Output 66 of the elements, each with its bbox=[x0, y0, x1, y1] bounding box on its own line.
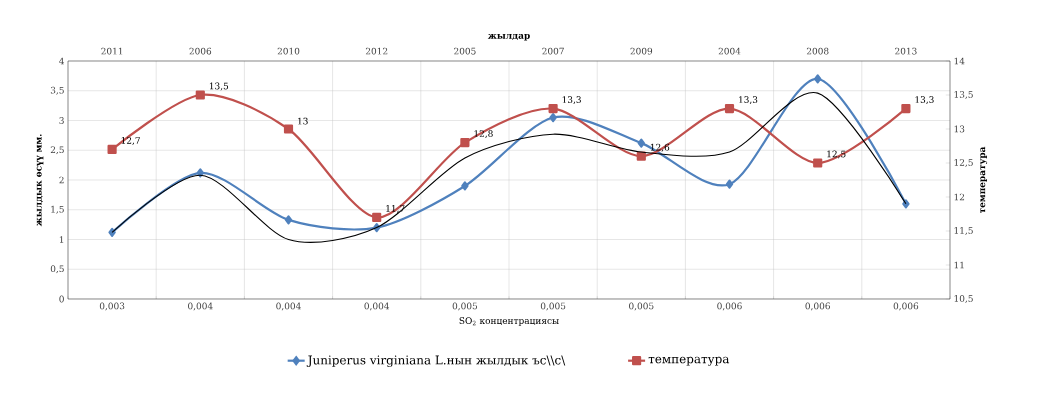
point bbox=[372, 212, 382, 222]
text: 2006 bbox=[189, 47, 212, 55]
y-axis-title: жылдык өсүү мм. bbox=[36, 134, 44, 227]
legend-label: температура bbox=[648, 356, 730, 366]
point bbox=[549, 112, 557, 123]
text: 2009 bbox=[630, 47, 653, 55]
x-tick-label: 0,006 bbox=[805, 302, 830, 311]
x-tick-label: 0,005 bbox=[629, 302, 654, 311]
y-tick-label: 0 bbox=[59, 295, 64, 303]
y-tick-label: 2,5 bbox=[50, 146, 64, 155]
point bbox=[195, 90, 205, 100]
x-tick-label: 0,006 bbox=[893, 302, 919, 311]
y2-tick-label: 12 bbox=[954, 193, 965, 201]
point bbox=[460, 138, 470, 148]
legend-label: Juniperus virginiana L.нын жылдык ъс\\с\ bbox=[306, 355, 566, 367]
x-axis-title: SO$_{2}$ концентрациясы bbox=[459, 317, 559, 326]
point bbox=[283, 124, 294, 134]
point bbox=[813, 74, 822, 84]
text: 2010 bbox=[277, 47, 300, 55]
y2-tick-label: 12,5 bbox=[954, 159, 973, 167]
data-label: 12,7 bbox=[121, 137, 140, 145]
point bbox=[724, 104, 735, 114]
x-tick-label: 0,004 bbox=[276, 302, 301, 311]
y-tick-label: 2 bbox=[59, 176, 64, 184]
y2-tick-label: 13 bbox=[954, 125, 965, 133]
text: 2008 bbox=[806, 47, 829, 55]
y2-axis-title: температура bbox=[980, 146, 988, 214]
text: 2013 bbox=[895, 47, 917, 55]
y2-tick-label: 10,5 bbox=[954, 295, 973, 303]
x-tick-label: 0,003 bbox=[99, 302, 125, 311]
y2-tick-label: 11,5 bbox=[954, 227, 973, 235]
y-tick-label: 3 bbox=[59, 117, 64, 124]
x-tick-label: 0,005 bbox=[540, 302, 566, 311]
data-label: 13,3 bbox=[562, 96, 581, 105]
x2-axis-title: жылдар bbox=[487, 33, 530, 41]
point bbox=[725, 179, 734, 189]
point bbox=[636, 151, 646, 161]
y2-tick-label: 13,5 bbox=[954, 91, 973, 99]
point bbox=[461, 181, 469, 191]
y-tick-label: 1 bbox=[59, 236, 64, 243]
point bbox=[548, 104, 558, 114]
x-tick-label: 0,006 bbox=[717, 302, 742, 311]
y-tick-label: 3,5 bbox=[50, 86, 64, 95]
text: 2005 bbox=[454, 47, 476, 55]
y2-tick-label: 11 bbox=[954, 261, 964, 269]
data-label: 13 bbox=[298, 117, 308, 125]
text: 2011 bbox=[101, 47, 123, 55]
point bbox=[901, 104, 911, 114]
text: 2004 bbox=[718, 47, 741, 55]
y2-tick-label: 14 bbox=[954, 57, 965, 65]
point bbox=[196, 168, 205, 178]
y-tick-label: 4 bbox=[59, 57, 65, 65]
text: 2007 bbox=[542, 47, 564, 55]
point bbox=[637, 138, 646, 148]
point bbox=[813, 158, 823, 168]
data-label: 13,3 bbox=[915, 96, 934, 105]
y-tick-label: 0,5 bbox=[50, 265, 64, 274]
point bbox=[107, 144, 117, 154]
point bbox=[284, 215, 293, 225]
x-tick-label: 0,004 bbox=[364, 302, 390, 311]
text: 2012 bbox=[365, 47, 388, 55]
data-label: 13,5 bbox=[209, 82, 229, 91]
data-label: 13,3 bbox=[739, 96, 758, 105]
y-tick-label: 1,5 bbox=[51, 205, 64, 214]
x-tick-label: 0,004 bbox=[188, 302, 213, 311]
x-tick-label: 0,005 bbox=[452, 302, 478, 311]
